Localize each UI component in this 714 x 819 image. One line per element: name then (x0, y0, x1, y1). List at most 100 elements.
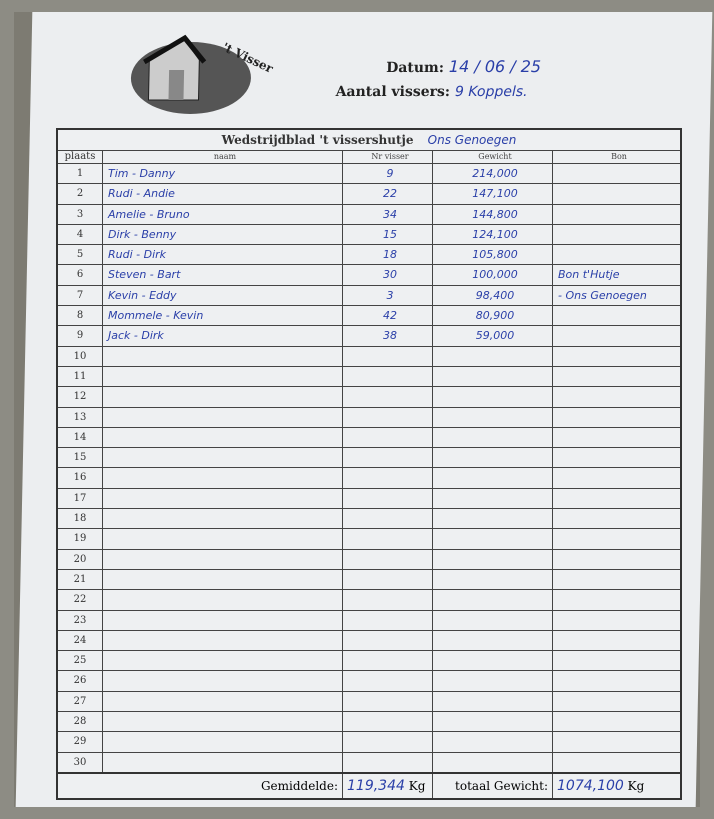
weight-cell (432, 732, 552, 752)
bon-cell (552, 204, 680, 224)
nr-visser-cell (342, 509, 432, 529)
nr-visser-cell (342, 732, 432, 752)
place-cell: 26 (73, 675, 87, 687)
table-row: 22 (58, 589, 680, 610)
name-cell (102, 387, 342, 407)
name-cell (102, 448, 342, 468)
bon-cell (552, 569, 680, 590)
weight-cell (432, 468, 552, 488)
weight-cell: 124,100 (432, 224, 552, 245)
weight-cell (432, 448, 552, 468)
table-row: 26 (58, 670, 680, 691)
name-cell: Dirk - Benny (102, 224, 342, 245)
aantal-vissers-value: 9 Koppels. (454, 84, 528, 100)
results-table: Wedstrijdblad 't vissershutje Ons Genoeg… (56, 128, 682, 800)
nr-visser-cell (342, 407, 432, 427)
table-row: 14 (58, 426, 680, 448)
nr-visser-cell (342, 630, 432, 651)
table-row: 20 (58, 548, 680, 569)
name-cell (102, 630, 342, 651)
col-gewicht: Gewicht (432, 151, 552, 163)
nr-visser-cell (342, 691, 432, 712)
name-cell: Steven - Bart (102, 265, 342, 285)
col-bon: Bon (552, 151, 680, 163)
table-row: 15 (58, 447, 680, 468)
place-cell: 8 (76, 310, 84, 322)
name-cell (102, 752, 342, 772)
bon-cell (552, 326, 680, 346)
weight-cell (432, 529, 552, 549)
table-row: 30 (58, 751, 680, 772)
weight-cell (432, 549, 552, 569)
nr-visser-cell: 22 (342, 184, 432, 204)
weight-cell (432, 407, 552, 427)
nr-visser-cell (342, 427, 432, 448)
bon-cell (552, 468, 680, 488)
bon-cell (552, 651, 680, 671)
name-cell (102, 651, 342, 671)
place-cell: 11 (73, 370, 87, 382)
weight-cell (432, 590, 552, 610)
table-title: Wedstrijdblad 't vissershutje Ons Genoeg… (58, 130, 680, 150)
name-cell: Tim - Danny (102, 164, 342, 184)
name-cell (102, 712, 342, 732)
bon-cell (552, 306, 680, 326)
weight-cell: 98,400 (432, 285, 552, 306)
bon-cell (552, 164, 680, 184)
weight-cell (432, 488, 552, 509)
table-row: 23 (58, 609, 680, 630)
weight-cell: 100,000 (432, 265, 552, 285)
nr-visser-cell (342, 366, 432, 387)
table-footer: Gemiddelde: 119,344 Kg totaal Gewicht: 1… (58, 771, 680, 798)
weight-cell (432, 630, 552, 651)
table-row: 12 (58, 386, 680, 407)
nr-visser-cell (342, 671, 432, 691)
table-row: 2 Rudi - Andie 22 147,100 (58, 183, 680, 204)
nr-visser-cell (342, 448, 432, 468)
place-cell: 20 (73, 553, 87, 565)
average-unit: Kg (408, 778, 426, 793)
name-cell (102, 509, 342, 529)
weight-cell: 80,900 (432, 306, 552, 326)
datum-label: Datum: (385, 60, 445, 76)
place-cell: 5 (76, 249, 84, 261)
table-row: 13 (58, 406, 680, 427)
col-plaats: plaats (64, 151, 96, 162)
bon-cell (552, 224, 680, 245)
name-cell (102, 488, 342, 509)
table-row: 27 (58, 690, 680, 712)
nr-visser-cell (342, 590, 432, 610)
aantal-vissers-label: Aantal vissers: (335, 84, 451, 100)
place-cell: 3 (76, 208, 84, 220)
average-label: Gemiddelde: (260, 778, 338, 793)
name-cell (102, 732, 342, 752)
weight-cell: 144,800 (432, 204, 552, 224)
bon-cell (552, 671, 680, 691)
nr-visser-cell (342, 549, 432, 569)
bon-cell (552, 509, 680, 529)
name-cell (102, 529, 342, 549)
table-row: 3 Amelie - Bruno 34 144,800 (58, 203, 680, 224)
name-cell (102, 671, 342, 691)
name-cell: Jack - Dirk (102, 326, 342, 346)
name-cell (102, 366, 342, 387)
table-row: 4 Dirk - Benny 15 124,100 (58, 223, 680, 245)
nr-visser-cell: 9 (342, 164, 432, 184)
name-cell (102, 590, 342, 610)
weight-cell: 147,100 (432, 184, 552, 204)
nr-visser-cell: 18 (342, 245, 432, 265)
bon-cell (552, 488, 680, 509)
score-sheet: 't Visser Datum: 14 / 06 / 25 Aantal vis… (15, 12, 713, 807)
weight-cell (432, 610, 552, 630)
bon-cell (552, 610, 680, 630)
table-row: 21 (58, 568, 680, 590)
place-cell: 4 (76, 228, 84, 240)
table-row: 5 Rudi - Dirk 18 105,800 (58, 244, 680, 265)
name-cell: Rudi - Andie (102, 184, 342, 204)
place-cell: 14 (73, 431, 87, 443)
bon-cell (552, 346, 680, 366)
total-label: totaal Gewicht: (432, 773, 552, 798)
bon-cell (552, 427, 680, 448)
place-cell: 16 (73, 472, 87, 484)
place-cell: 25 (73, 655, 87, 667)
